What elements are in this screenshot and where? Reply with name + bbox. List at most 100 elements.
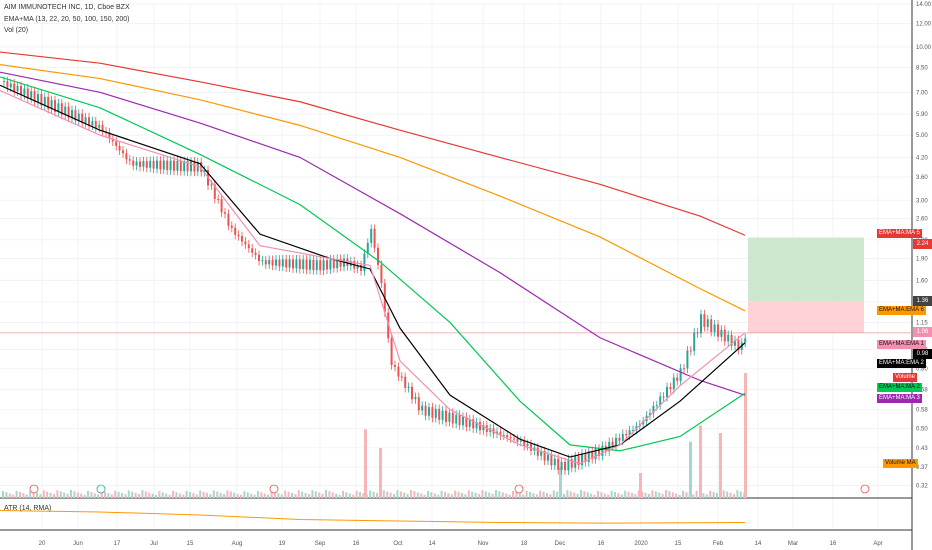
volume-spike-bar bbox=[379, 448, 382, 498]
volume-bar bbox=[712, 491, 715, 498]
candle-body bbox=[689, 350, 692, 352]
volume-bar bbox=[66, 493, 69, 498]
candle-body bbox=[278, 259, 281, 267]
volume-bar bbox=[651, 490, 654, 498]
ma-line bbox=[0, 51, 746, 236]
candle-body bbox=[179, 160, 182, 172]
volume-bar bbox=[736, 490, 739, 498]
candle-body bbox=[475, 422, 478, 429]
candle-body bbox=[220, 199, 223, 213]
volume-bar bbox=[338, 494, 341, 498]
candle-body bbox=[683, 368, 685, 370]
volume-spike-bar bbox=[364, 429, 367, 498]
stop-zone bbox=[748, 301, 864, 333]
candle-body bbox=[217, 198, 220, 200]
volume-bar bbox=[199, 490, 202, 498]
candle-body bbox=[322, 260, 325, 271]
volume-bar bbox=[627, 491, 630, 498]
volume-bar bbox=[8, 493, 11, 498]
candle-body bbox=[472, 419, 475, 429]
volume-bar bbox=[202, 491, 205, 498]
candle-body bbox=[196, 162, 199, 172]
volume-bar bbox=[100, 490, 103, 498]
candle-body bbox=[686, 350, 689, 369]
volume-bar bbox=[440, 490, 443, 498]
volume-bar bbox=[267, 494, 270, 498]
volume-bar bbox=[253, 494, 256, 498]
volume-bar bbox=[454, 490, 457, 498]
volume-bar bbox=[280, 494, 283, 498]
candle-body bbox=[557, 458, 560, 471]
volume-bar bbox=[243, 491, 246, 498]
volume-bar bbox=[467, 490, 470, 498]
candle-body bbox=[152, 160, 155, 169]
candle-body bbox=[295, 259, 298, 269]
volume-bar bbox=[382, 490, 385, 498]
price-tag: 0.98 bbox=[913, 349, 932, 359]
volume-bar bbox=[318, 492, 321, 498]
volume-bar bbox=[25, 494, 28, 498]
volume-bar bbox=[709, 490, 712, 498]
volume-bar bbox=[209, 494, 212, 498]
candle-body bbox=[230, 225, 233, 228]
volume-bar bbox=[274, 492, 276, 498]
volume-bar bbox=[729, 492, 732, 498]
candle-body bbox=[370, 228, 373, 243]
volume-bar bbox=[654, 491, 657, 498]
time-tick-label: 19 bbox=[279, 541, 286, 547]
volume-bar bbox=[433, 493, 436, 498]
volume-bar bbox=[331, 492, 334, 498]
candle-body bbox=[502, 435, 505, 437]
volume-bar bbox=[114, 490, 117, 498]
price-tick-label: 5.90 bbox=[916, 112, 928, 118]
candle-body bbox=[615, 437, 617, 447]
candle-body bbox=[696, 332, 699, 334]
volume-bar bbox=[311, 490, 314, 498]
time-tick-label: 14 bbox=[429, 541, 436, 547]
candle-body bbox=[339, 258, 342, 267]
volume-bar bbox=[260, 492, 263, 498]
candle-body bbox=[332, 259, 335, 269]
candle-body bbox=[479, 422, 481, 431]
volume-bar bbox=[563, 494, 565, 498]
candle-body bbox=[74, 110, 77, 121]
time-tick-label: 14 bbox=[755, 541, 762, 547]
candle-body bbox=[567, 459, 570, 471]
candle-body bbox=[101, 124, 104, 132]
volume-bar bbox=[359, 492, 361, 498]
volume-bar bbox=[471, 491, 474, 498]
price-tick-label: 5.00 bbox=[916, 133, 928, 139]
candle-body bbox=[431, 407, 434, 418]
candle-body bbox=[652, 405, 655, 414]
candle-body bbox=[298, 259, 301, 270]
candle-body bbox=[458, 414, 461, 426]
volume-bar bbox=[287, 491, 290, 498]
candle-body bbox=[94, 121, 97, 128]
volume-bar bbox=[12, 494, 15, 498]
candle-body bbox=[118, 145, 121, 151]
series-tag: Volume bbox=[893, 373, 918, 382]
candle-body bbox=[601, 445, 604, 456]
indicator-legend: EMA+MA (13, 22, 20, 50, 100, 150, 200) bbox=[4, 16, 130, 23]
candle-body bbox=[713, 324, 716, 332]
volume-bar bbox=[226, 490, 229, 498]
candle-body bbox=[360, 264, 362, 272]
volume-bar bbox=[671, 492, 674, 498]
candle-body bbox=[366, 242, 369, 254]
atr-legend: ATR (14, RMA) bbox=[4, 505, 52, 512]
volume-bar bbox=[141, 490, 144, 498]
volume-bar bbox=[216, 491, 219, 498]
volume-bar bbox=[437, 494, 440, 498]
volume-bar bbox=[277, 493, 280, 498]
candle-body bbox=[424, 405, 427, 416]
candle-body bbox=[162, 160, 165, 170]
candle-body bbox=[594, 448, 597, 460]
candle-body bbox=[125, 153, 128, 160]
volume-bar bbox=[192, 493, 195, 498]
candle-body bbox=[64, 106, 67, 115]
volume-bar bbox=[83, 494, 86, 498]
volume-bar bbox=[682, 491, 684, 498]
price-tick-label: 0.58 bbox=[916, 408, 928, 414]
candle-body bbox=[241, 236, 243, 242]
